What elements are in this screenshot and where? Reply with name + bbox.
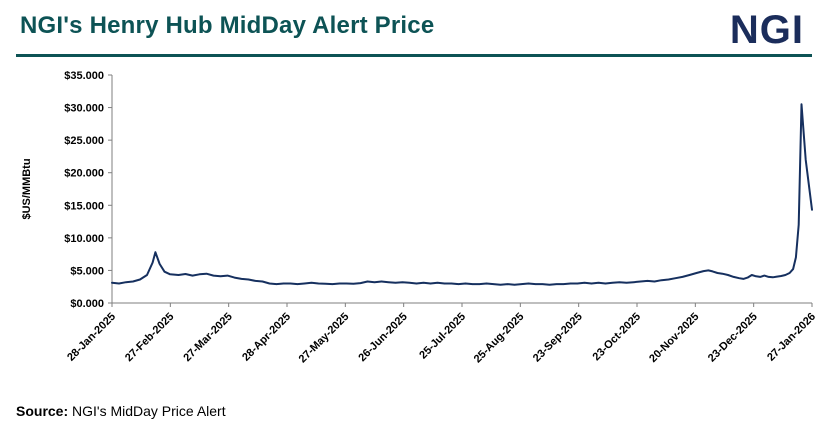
x-tick-label: 25-Jul-2025 (417, 311, 468, 362)
y-tick-label: $5.000 (70, 265, 104, 277)
source-label: Source: (16, 403, 69, 419)
x-tick-label: 23-Dec-2025 (706, 311, 760, 365)
x-tick-label: 27-Mar-2025 (181, 311, 234, 364)
x-tick-label: 27-May-2025 (297, 311, 352, 366)
price-line (111, 103, 813, 286)
y-tick-label: $30.000 (64, 103, 104, 115)
y-tick-label: $15.000 (64, 200, 104, 212)
x-tick-label: 25-Aug-2025 (472, 311, 527, 366)
x-tick-label: 20-Nov-2025 (647, 311, 701, 365)
x-tick-label: 28-Jan-2025 (65, 311, 118, 364)
x-tick-label: 28-Apr-2025 (240, 311, 293, 364)
x-tick-label: 23-Oct-2025 (591, 311, 644, 364)
y-tick-label: $25.000 (64, 135, 104, 147)
y-tick-label: $10.000 (64, 233, 104, 245)
x-tick-label: 27-Feb-2025 (123, 311, 176, 364)
ngi-logo: NGI (729, 8, 804, 52)
header-divider (16, 54, 812, 57)
y-tick-label: $20.000 (64, 168, 104, 180)
y-tick-label: $0.000 (70, 298, 104, 310)
chart-header: NGI's Henry Hub MidDay Alert Price NGI (0, 0, 828, 54)
source-text: NGI's MidDay Price Alert (68, 403, 226, 419)
x-tick-label: 26-Jun-2025 (356, 311, 409, 364)
chart-title: NGI's Henry Hub MidDay Alert Price (20, 12, 435, 39)
price-line-chart: $0.000 $5.000 $10.000 $15.000 $20.000 $25.000… (0, 59, 828, 399)
price-line-chart-svg: $0.000 $5.000 $10.000 $15.000 $20.000 $25.000… (21, 70, 818, 366)
y-axis-title: $US/MMBtu (21, 158, 33, 219)
x-tick-label: 27-Jan-2026 (765, 311, 818, 364)
source-note: Source: NGI's MidDay Price Alert (0, 399, 828, 423)
x-axis: 28-Jan-2025 27-Feb-2025 27-Mar-2025 28-Apr-… (65, 302, 818, 366)
y-axis: $0.000 $5.000 $10.000 $15.000 $20.000 $25.000… (64, 70, 113, 310)
y-tick-label: $35.000 (64, 70, 104, 82)
x-tick-label: 23-Sep-2025 (531, 311, 585, 365)
